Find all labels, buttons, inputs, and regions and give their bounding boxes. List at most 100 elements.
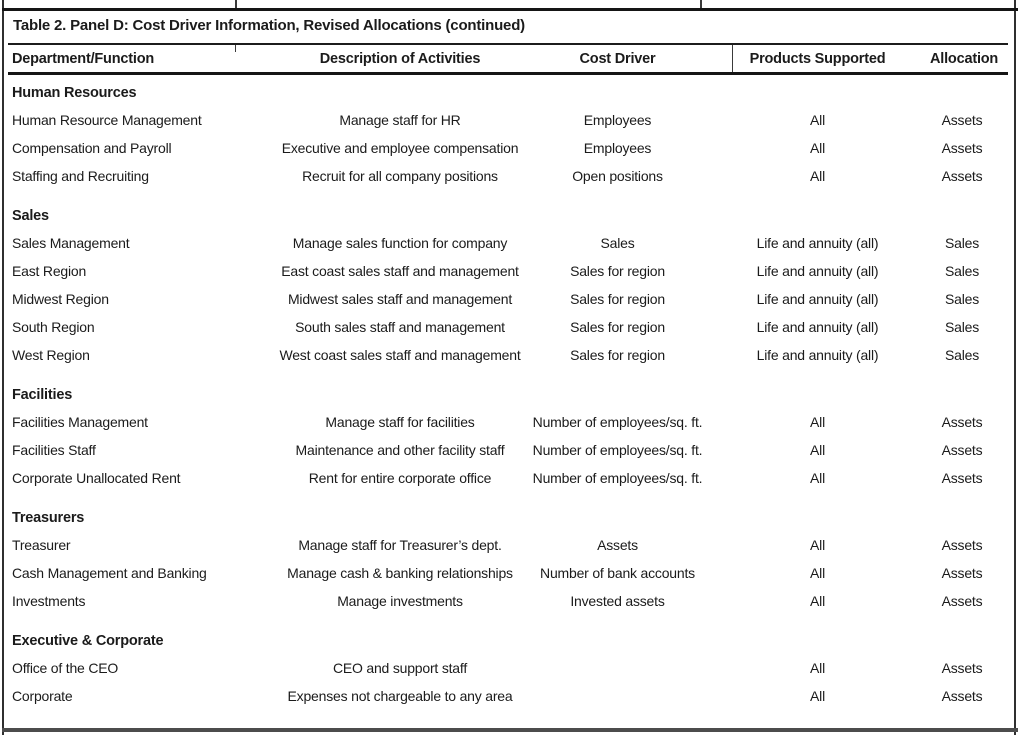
table-row: East Region East coast sales staff and ma… — [0, 257, 1024, 285]
cell-department: Investments — [12, 593, 86, 609]
cell-department: South Region — [12, 319, 95, 335]
cell-department: Sales Management — [12, 235, 130, 251]
column-header-row: Department/Function Description of Activi… — [0, 45, 1024, 72]
cell-allocation: Sales — [944, 347, 980, 363]
cell-description: Expenses not chargeable to any area — [287, 688, 513, 704]
cell-products-supported: All — [810, 593, 825, 609]
cell-cost-driver: Number of employees/sq. ft. — [532, 414, 703, 430]
cell-products-supported: Life and annuity (all) — [756, 319, 879, 335]
cell-department: Office of the CEO — [12, 660, 119, 676]
table-row: Staffing and Recruiting Recruit for all c… — [0, 162, 1024, 190]
cell-allocation: Assets — [941, 660, 983, 676]
cell-cost-driver: Employees — [583, 112, 652, 128]
cell-cost-driver: Number of employees/sq. ft. — [532, 470, 703, 486]
cell-department: West Region — [12, 347, 90, 363]
cell-department: East Region — [12, 263, 87, 279]
cell-department: Human Resource Management — [12, 112, 202, 128]
cell-cost-driver: Invested assets — [570, 593, 665, 609]
table-bottom-rule — [2, 728, 1018, 732]
cell-description: Maintenance and other facility staff — [295, 442, 505, 458]
cell-products-supported: All — [810, 168, 825, 184]
cell-products-supported: All — [810, 660, 825, 676]
column-header-department: Department/Function — [12, 50, 155, 67]
table-row: Cash Management and Banking Manage cash &… — [0, 559, 1024, 587]
page-left-border — [2, 0, 4, 735]
cell-allocation: Sales — [944, 291, 980, 307]
table-row: Facilities Staff Maintenance and other fa… — [0, 436, 1024, 464]
cell-products-supported: Life and annuity (all) — [756, 263, 879, 279]
cell-allocation: Assets — [941, 537, 983, 553]
table-body: Human Resources Human Resource Management… — [0, 75, 1024, 710]
cell-description: Manage sales function for company — [292, 235, 508, 251]
cell-department: Facilities Management — [12, 414, 148, 430]
cell-allocation: Assets — [941, 112, 983, 128]
table-row: Facilities Management Manage staff for fa… — [0, 408, 1024, 436]
cell-products-supported: All — [810, 565, 825, 581]
cell-cost-driver: Sales for region — [570, 319, 665, 335]
cell-cost-driver: Number of bank accounts — [540, 565, 695, 581]
cell-cost-driver: Sales — [600, 235, 635, 251]
cell-allocation: Assets — [941, 565, 983, 581]
cell-department: Compensation and Payroll — [12, 140, 172, 156]
column-header-allocation: Allocation — [930, 50, 999, 67]
cell-description: East coast sales staff and management — [281, 263, 519, 279]
table-row: Human Resource Management Manage staff fo… — [0, 106, 1024, 134]
cell-allocation: Assets — [941, 470, 983, 486]
section-header-executive-corporate: Executive & Corporate — [12, 633, 164, 649]
table-row: Treasurer Manage staff for Treasurer’s de… — [0, 531, 1024, 559]
scan-artifact-tick — [700, 0, 702, 8]
cell-description: Manage staff for facilities — [325, 414, 475, 430]
table-row: South Region South sales staff and manage… — [0, 313, 1024, 341]
section-header-facilities: Facilities — [12, 387, 73, 403]
cell-description: Rent for entire corporate office — [308, 470, 492, 486]
table-row: Sales Management Manage sales function fo… — [0, 229, 1024, 257]
cell-products-supported: All — [810, 688, 825, 704]
cell-products-supported: All — [810, 537, 825, 553]
cell-description: CEO and support staff — [332, 660, 468, 676]
page-right-border — [1014, 0, 1016, 735]
cell-products-supported: All — [810, 442, 825, 458]
cell-products-supported: All — [810, 414, 825, 430]
table-row: Corporate Expenses not chargeable to any … — [0, 682, 1024, 710]
cell-description: South sales staff and management — [295, 319, 505, 335]
table-row: Corporate Unallocated Rent Rent for entir… — [0, 464, 1024, 492]
cell-department: Midwest Region — [12, 291, 109, 307]
scan-artifact-tick — [732, 45, 733, 72]
table-row: Midwest Region Midwest sales staff and ma… — [0, 285, 1024, 313]
cell-products-supported: All — [810, 140, 825, 156]
cell-allocation: Sales — [944, 263, 980, 279]
cell-department: Corporate Unallocated Rent — [12, 470, 181, 486]
column-header-products-supported: Products Supported — [749, 50, 886, 67]
cell-allocation: Assets — [941, 442, 983, 458]
cell-description: Manage staff for HR — [339, 112, 461, 128]
column-header-description: Description of Activities — [319, 50, 481, 67]
cell-allocation: Assets — [941, 414, 983, 430]
cell-description: Manage cash & banking relationships — [287, 565, 513, 581]
cell-cost-driver: Employees — [583, 140, 652, 156]
cell-allocation: Sales — [944, 319, 980, 335]
cell-products-supported: Life and annuity (all) — [756, 291, 879, 307]
cell-description: West coast sales staff and management — [279, 347, 521, 363]
cell-cost-driver: Number of employees/sq. ft. — [532, 442, 703, 458]
table-row: West Region West coast sales staff and ma… — [0, 341, 1024, 369]
cell-department: Corporate — [12, 688, 73, 704]
scan-artifact-tick — [235, 0, 237, 8]
cell-department: Treasurer — [12, 537, 71, 553]
header-divider-rule — [8, 72, 1008, 75]
cell-products-supported: All — [810, 470, 825, 486]
cell-description: Recruit for all company positions — [302, 168, 498, 184]
scan-artifact-tick — [235, 45, 236, 52]
column-header-cost-driver: Cost Driver — [579, 50, 656, 67]
cell-products-supported: Life and annuity (all) — [756, 235, 879, 251]
cell-allocation: Assets — [941, 688, 983, 704]
section-header-human-resources: Human Resources — [12, 85, 137, 101]
cell-description: Manage staff for Treasurer’s dept. — [298, 537, 502, 553]
cell-cost-driver: Assets — [597, 537, 638, 553]
cell-allocation: Assets — [941, 168, 983, 184]
table-top-rule — [2, 8, 1018, 11]
cell-cost-driver: Sales for region — [570, 347, 665, 363]
cell-products-supported: All — [810, 112, 825, 128]
section-header-sales: Sales — [12, 208, 49, 224]
table-row: Compensation and Payroll Executive and em… — [0, 134, 1024, 162]
